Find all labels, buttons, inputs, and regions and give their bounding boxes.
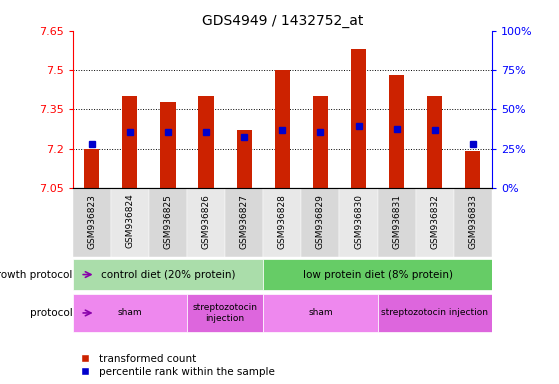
Bar xyxy=(416,188,454,257)
Text: GSM936826: GSM936826 xyxy=(202,194,211,248)
Text: GSM936823: GSM936823 xyxy=(87,194,96,248)
Bar xyxy=(225,188,263,257)
Text: growth protocol: growth protocol xyxy=(0,270,73,280)
Text: GSM936832: GSM936832 xyxy=(430,194,439,248)
Bar xyxy=(263,259,492,290)
Text: GSM936827: GSM936827 xyxy=(240,194,249,248)
Bar xyxy=(198,96,214,188)
Title: GDS4949 / 1432752_at: GDS4949 / 1432752_at xyxy=(202,14,363,28)
Bar xyxy=(149,188,187,257)
Bar xyxy=(377,294,492,332)
Text: GSM936833: GSM936833 xyxy=(468,194,477,249)
Text: sham: sham xyxy=(117,308,142,318)
Text: protocol: protocol xyxy=(30,308,73,318)
Bar xyxy=(149,31,187,188)
Bar xyxy=(187,294,263,332)
Bar xyxy=(351,49,366,188)
Bar xyxy=(389,75,404,188)
Bar xyxy=(274,70,290,188)
Text: sham: sham xyxy=(308,308,333,318)
Text: streptozotocin
injection: streptozotocin injection xyxy=(193,303,258,323)
Bar xyxy=(111,188,149,257)
Text: GSM936829: GSM936829 xyxy=(316,194,325,248)
Bar xyxy=(377,31,416,188)
Text: GSM936828: GSM936828 xyxy=(278,194,287,248)
Bar xyxy=(225,31,263,188)
Bar xyxy=(454,188,492,257)
Text: GSM936830: GSM936830 xyxy=(354,194,363,249)
Bar xyxy=(416,31,454,188)
Text: low protein diet (8% protein): low protein diet (8% protein) xyxy=(302,270,453,280)
Bar xyxy=(339,188,377,257)
Bar xyxy=(427,96,442,188)
Bar xyxy=(454,31,492,188)
Text: control diet (20% protein): control diet (20% protein) xyxy=(101,270,235,280)
Bar xyxy=(236,131,252,188)
Text: streptozotocin injection: streptozotocin injection xyxy=(381,308,488,318)
Bar xyxy=(263,31,301,188)
Bar xyxy=(465,151,481,188)
Bar xyxy=(313,96,328,188)
Bar xyxy=(187,188,225,257)
Text: GSM936831: GSM936831 xyxy=(392,194,401,249)
Bar xyxy=(187,31,225,188)
Bar xyxy=(377,188,416,257)
Legend: transformed count, percentile rank within the sample: transformed count, percentile rank withi… xyxy=(78,351,277,379)
Bar xyxy=(301,188,339,257)
Bar xyxy=(339,31,377,188)
Bar xyxy=(160,102,176,188)
Text: GSM936825: GSM936825 xyxy=(163,194,173,248)
Text: GSM936824: GSM936824 xyxy=(125,194,134,248)
Bar xyxy=(263,294,377,332)
Bar xyxy=(73,294,187,332)
Bar xyxy=(73,31,111,188)
Bar xyxy=(301,31,339,188)
Bar xyxy=(263,188,301,257)
Bar xyxy=(111,31,149,188)
Bar xyxy=(84,149,100,188)
Bar xyxy=(122,96,138,188)
Bar xyxy=(73,259,263,290)
Bar xyxy=(73,188,111,257)
